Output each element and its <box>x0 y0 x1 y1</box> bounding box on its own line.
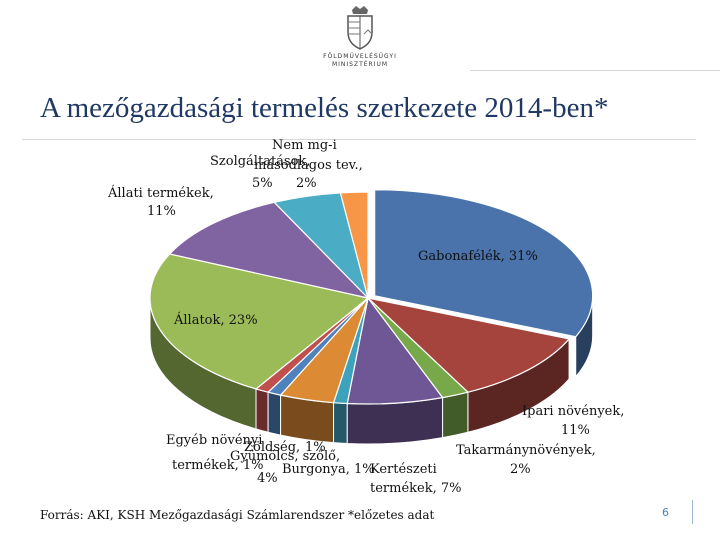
pie-side-takarmany <box>442 391 469 439</box>
label-gyumolcs: Gyümölcs, szőlő, <box>230 449 341 464</box>
pie-slice-ipari <box>366 296 571 393</box>
label-kerteszeti-line1: Kertészeti <box>370 462 437 477</box>
label-burgonya: Burgonya, 1% <box>282 462 375 477</box>
header-rule <box>470 70 720 71</box>
pie-slice-nem_mg <box>339 191 369 299</box>
chart-title: A mezőgazdasági termelés szerkezete 2014… <box>40 92 609 124</box>
title-underline <box>22 139 696 140</box>
label-zoldseg: Zöldség, <box>244 440 301 455</box>
pie-side-burgonya <box>333 402 348 445</box>
label-szolgaltatasok-line1: Szolgáltatások, <box>210 154 311 169</box>
label-takarmany-line1: Takarmánynövények, <box>456 443 596 458</box>
coat-of-arms-icon <box>347 6 373 50</box>
label-zoldseg-pct: 1% <box>305 440 326 455</box>
pie-slice-allatok <box>149 253 370 390</box>
label-allati-termekek-pct: 11% <box>147 204 176 219</box>
label-egyeb-line1: Egyéb növényi <box>166 433 263 448</box>
label-ipari-pct: 11% <box>561 423 590 438</box>
label-gabonafelek: Gabonafélék, 31% <box>418 249 538 264</box>
ministry-logo: FÖLDMŰVELÉSÜGYI MINISZTÉRIUM <box>300 4 420 72</box>
pie-side-kerteszeti <box>346 397 444 445</box>
page-number: 6 <box>662 506 669 519</box>
label-egyeb-line2: termékek, 1% <box>172 458 264 473</box>
label-ipari-line1: Ipari növények, <box>522 404 625 419</box>
label-gyumolcs-pct: 4% <box>257 471 278 486</box>
pie-side-egyeb <box>255 388 269 433</box>
ministry-name: FÖLDMŰVELÉSÜGYI MINISZTÉRIUM <box>323 53 397 68</box>
label-takarmany-pct: 2% <box>510 462 531 477</box>
label-allatok: Állatok, 23% <box>174 313 258 328</box>
source-note: Forrás: AKI, KSH Mezőgazdasági Számlaren… <box>40 508 435 522</box>
pie-slice-gabonafelek <box>374 189 594 338</box>
label-szolgaltatasok-pct: 5% <box>252 176 273 191</box>
label-nem-mg-line2: másodlagos tev., <box>254 158 363 173</box>
label-kerteszeti-line2: termékek, 7% <box>370 481 462 496</box>
pie-side-zoldseg <box>267 391 282 436</box>
label-nem-mg-line1: Nem mg-i <box>272 138 337 153</box>
page-number-rule <box>692 500 693 524</box>
label-nem-mg-pct: 2% <box>296 176 317 191</box>
label-allati-termekek-line1: Állati termékek, <box>108 186 214 201</box>
pie-slice-allati_termekek <box>168 201 370 300</box>
